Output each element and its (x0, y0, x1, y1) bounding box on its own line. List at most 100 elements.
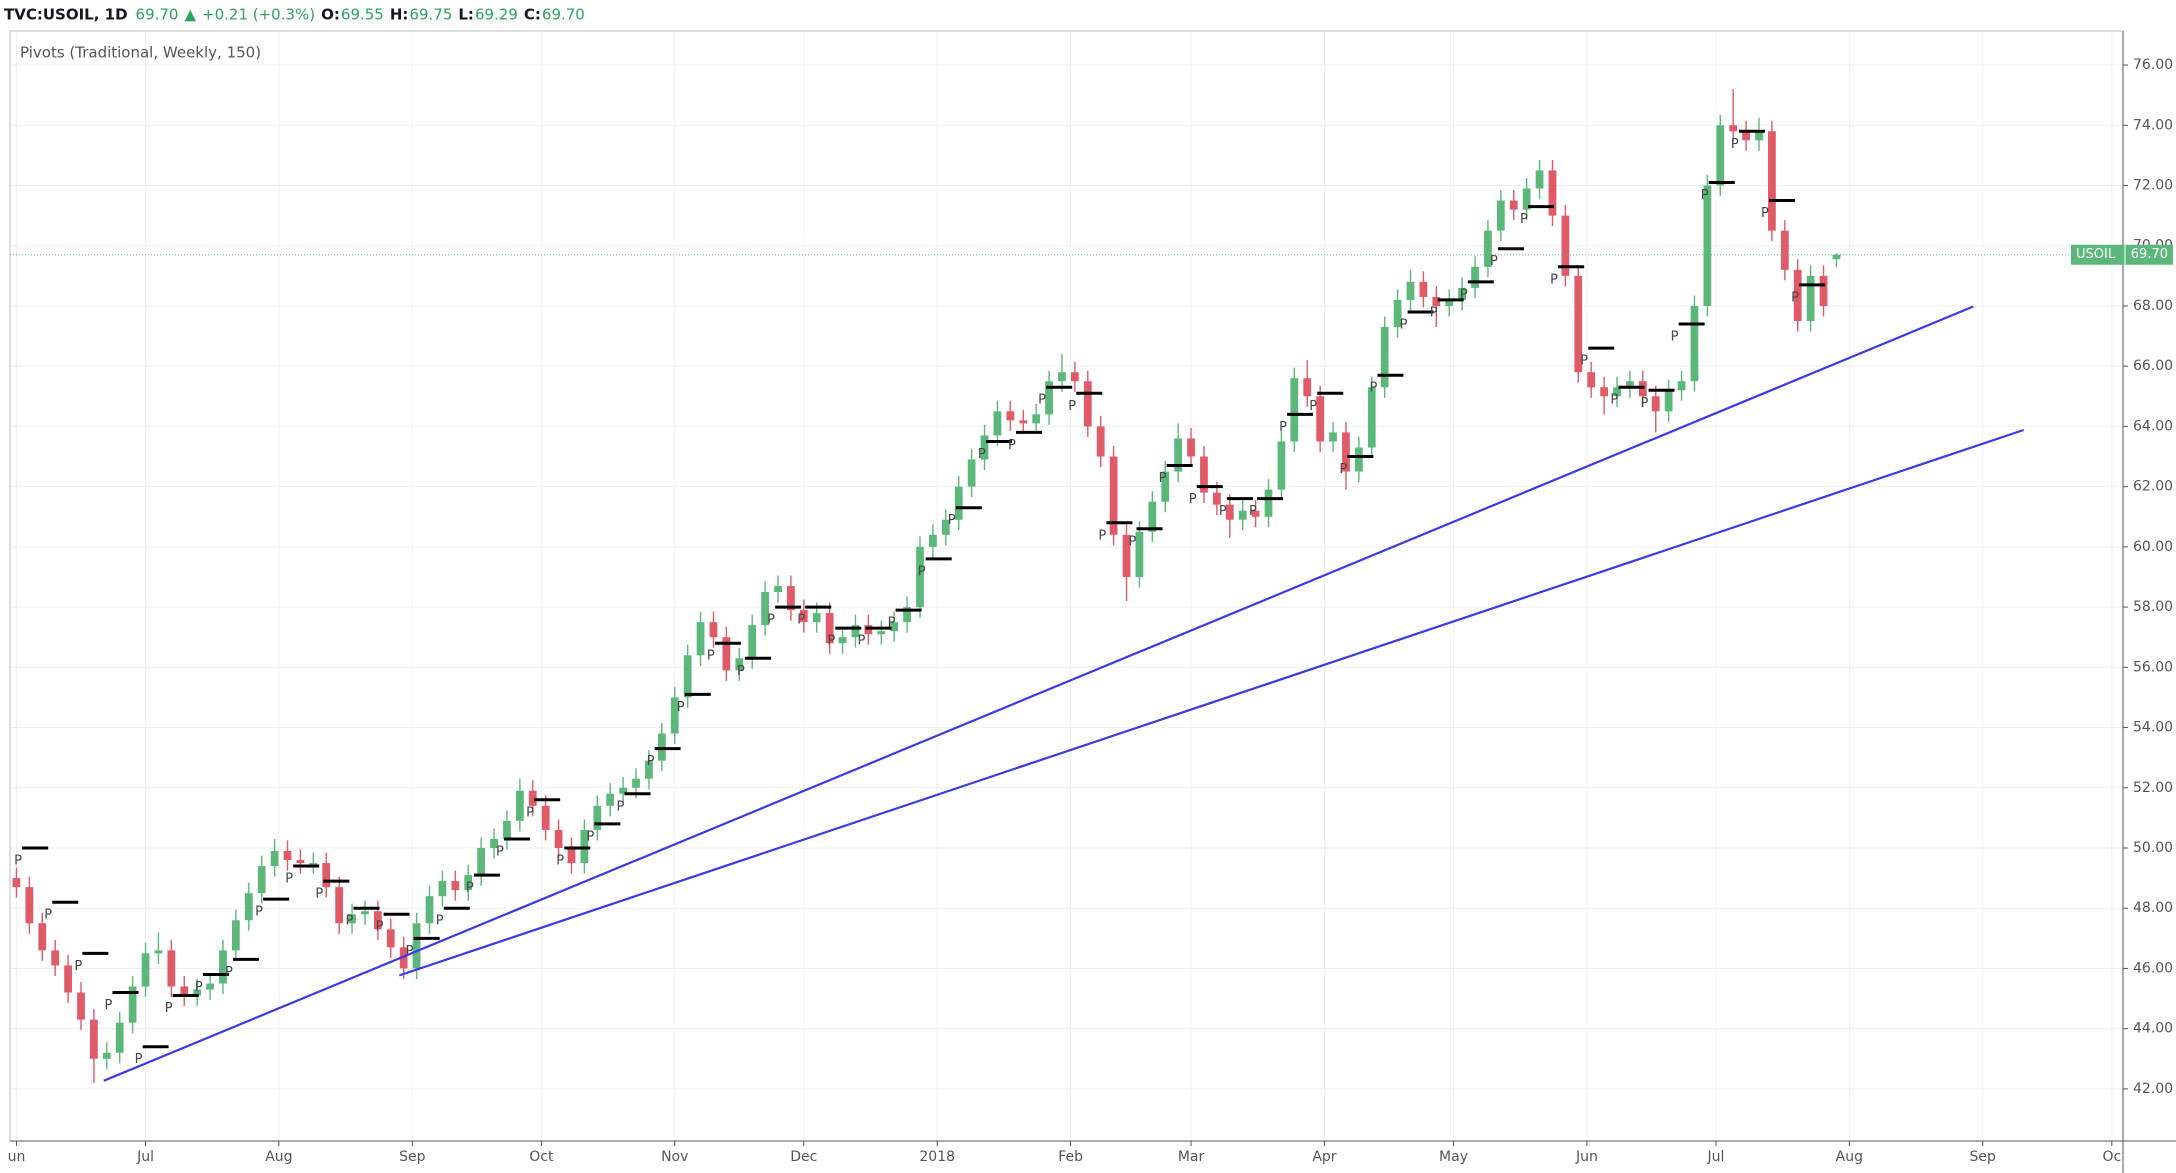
candle-body (1574, 275, 1583, 373)
candle-body (1703, 185, 1712, 306)
y-tick-label: 52.00 (2133, 780, 2173, 796)
candle-body (709, 622, 718, 638)
header-high: 69.75 (409, 6, 452, 24)
header-change: +0.21 (+0.3%) (202, 6, 315, 24)
pivot-marker: P (1249, 504, 1257, 519)
pivot-marker: P (556, 853, 564, 868)
y-tick-label: 56.00 (2133, 659, 2173, 675)
candle-body (890, 622, 899, 632)
candle-body (1535, 170, 1544, 189)
y-tick-label: 48.00 (2133, 900, 2173, 916)
candle-body (232, 920, 240, 951)
pivot-marker: P (737, 664, 745, 679)
candle-body (1135, 531, 1144, 577)
pivot-marker: P (1580, 354, 1588, 369)
pivot-marker: P (1671, 330, 1679, 345)
candle-body (1109, 456, 1118, 535)
candle-body (1213, 492, 1221, 505)
candle-body (632, 778, 640, 788)
candle-body (1677, 381, 1686, 391)
candle-body (1083, 381, 1092, 427)
candle-body (219, 950, 227, 984)
candle-body (1354, 447, 1363, 472)
candle-body (490, 838, 498, 848)
candle-body (554, 829, 563, 848)
candle-body (1264, 489, 1273, 517)
pivot-marker: P (1761, 206, 1769, 221)
y-tick-label: 44.00 (2133, 1021, 2173, 1037)
pivot-marker: P (647, 754, 655, 769)
candle-body (916, 546, 924, 608)
candle-body (38, 923, 47, 951)
pivot-marker: P (225, 965, 233, 980)
candle-body (1277, 441, 1286, 490)
candle-body (993, 411, 1002, 436)
y-tick-label: 68.00 (2133, 298, 2173, 314)
candle-body (735, 658, 744, 671)
candle-body (851, 625, 860, 638)
candle-body (1509, 200, 1518, 210)
pivot-marker: P (496, 844, 504, 859)
candle-body (283, 851, 292, 861)
candle-body (503, 820, 511, 839)
candle-body (1716, 125, 1725, 186)
candle-body (1638, 381, 1647, 397)
header-close: 69.70 (542, 6, 585, 24)
y-tick-label: 62.00 (2133, 479, 2173, 495)
pivot-marker: P (406, 944, 414, 959)
pivot-marker: P (466, 881, 474, 896)
candle-body (838, 637, 847, 644)
candle-body (1122, 534, 1131, 577)
trend-line (103, 305, 1974, 1082)
pivot-marker: P (948, 513, 956, 528)
header-arrow: ▲ (184, 6, 196, 24)
candle-body (141, 953, 150, 987)
candle-body (1768, 131, 1776, 231)
candle-body (929, 534, 937, 547)
candle-body (593, 805, 602, 830)
x-tick-label: Feb (1058, 1149, 1083, 1165)
candle-body (941, 519, 950, 535)
candle-body (128, 986, 137, 1023)
grid: un Jul Aug Sep Oct Nov Dec 2018 Feb Mar Apr May Jun J… (8, 31, 2173, 1165)
candle-body (386, 929, 395, 948)
candle-body (1729, 125, 1738, 132)
x-tick-label: Oct (529, 1149, 554, 1165)
candle-body (438, 881, 447, 897)
candle-body (1419, 281, 1428, 297)
pivot-marker: P (888, 616, 896, 631)
candle-body (980, 435, 989, 460)
candle-body (812, 613, 821, 623)
pivot-marker: P (436, 914, 444, 929)
candle-body (1393, 299, 1402, 328)
x-tick-label: Jul (136, 1149, 154, 1165)
y-tick-label: 64.00 (2133, 418, 2173, 434)
candle-body (51, 950, 60, 966)
candle-body (1071, 372, 1079, 382)
candle-body (1329, 432, 1337, 442)
y-tick-label: 60.00 (2133, 539, 2173, 555)
pivot-marker: P (14, 853, 22, 868)
candle-body (12, 878, 21, 888)
header-open: 69.55 (341, 6, 384, 24)
pivot-marker: P (1159, 471, 1167, 486)
candle-body (1032, 414, 1041, 424)
pivot-marker: P (165, 1001, 173, 1016)
pivot-marker: P (44, 908, 52, 923)
candle-body (1303, 378, 1312, 397)
candle-body (115, 1022, 124, 1053)
x-tick-label: 2018 (919, 1149, 955, 1165)
candle-body (1496, 200, 1505, 231)
candle-body (348, 914, 356, 924)
x-tick-label: Jul (1707, 1149, 1725, 1165)
pivot-marker: P (1490, 254, 1498, 269)
candle-body (967, 459, 976, 487)
pivot-marker: P (1219, 504, 1227, 519)
pivot-marker: P (1129, 534, 1137, 549)
candle-body (1161, 471, 1170, 502)
candle-body (257, 866, 266, 894)
pivot-marker: P (345, 914, 353, 929)
y-tick-label: 42.00 (2133, 1081, 2173, 1097)
pivot-marker: P (255, 905, 263, 920)
